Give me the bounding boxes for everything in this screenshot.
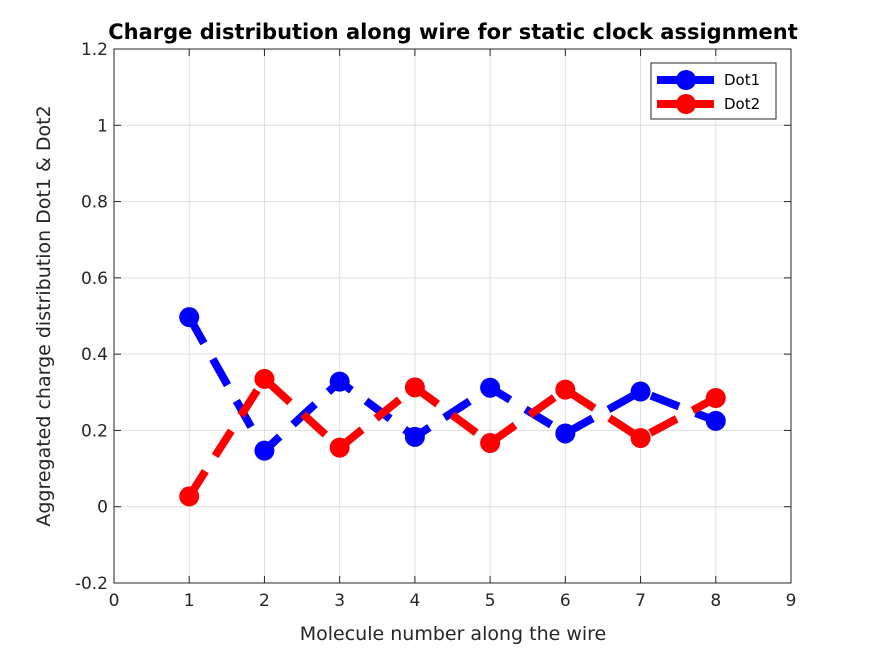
series-line-dot1 xyxy=(185,315,718,458)
legend-label-dot2: Dot2 xyxy=(724,95,760,113)
y-tick-label: 0.8 xyxy=(81,193,108,213)
legend-box xyxy=(650,62,777,120)
x-tick-label: 2 xyxy=(259,591,270,611)
data-point-dot1 xyxy=(705,410,726,431)
x-tick-label: 7 xyxy=(635,591,646,611)
series-line-dot2 xyxy=(185,372,718,499)
y-axis-label: Aggregated charge distribution Dot1 & Do… xyxy=(33,105,55,526)
ticks: 0 1 2 3 4 5 6 7 8 9-0.200.20.40.60.811.2 xyxy=(75,40,797,611)
y-tick-label: 0 xyxy=(97,498,108,518)
axes-box xyxy=(113,48,792,584)
y-tick-label: 0.4 xyxy=(81,345,108,365)
y-tick-label: 0.2 xyxy=(81,421,108,441)
x-tick-label: 6 xyxy=(560,591,571,611)
data-point-dot2 xyxy=(179,486,200,507)
x-tick-label: 0 xyxy=(109,591,120,611)
x-tick-label: 5 xyxy=(485,591,496,611)
series-layer xyxy=(179,307,726,507)
legend-label-dot1: Dot1 xyxy=(724,71,760,89)
data-point-dot1 xyxy=(179,307,200,328)
grid xyxy=(114,49,791,583)
x-tick-label: 4 xyxy=(409,591,420,611)
data-point-dot1 xyxy=(480,377,501,398)
data-point-dot1 xyxy=(404,426,425,447)
y-tick-label: 1 xyxy=(97,116,108,136)
y-tick-label: -0.2 xyxy=(75,574,108,594)
x-tick-label: 8 xyxy=(710,591,721,611)
data-point-dot1 xyxy=(555,423,576,444)
x-tick-label: 9 xyxy=(786,591,797,611)
x-tick-label: 1 xyxy=(184,591,195,611)
y-tick-label: 1.2 xyxy=(81,40,108,60)
data-point-dot1 xyxy=(329,371,350,392)
legend-marker-dot2 xyxy=(676,94,696,114)
data-point-dot2 xyxy=(254,368,275,389)
legend: Dot1 Dot2 xyxy=(650,62,777,120)
legend-marker-dot1 xyxy=(676,70,696,90)
data-point-dot2 xyxy=(404,377,425,398)
x-tick-label: 3 xyxy=(334,591,345,611)
data-point-dot1 xyxy=(254,440,275,461)
plot-area xyxy=(114,49,791,583)
x-axis-label: Molecule number along the wire xyxy=(300,623,607,645)
chart-title: Charge distribution along wire for stati… xyxy=(108,20,798,44)
data-point-dot2 xyxy=(480,433,501,454)
data-point-dot2 xyxy=(555,379,576,400)
data-point-dot2 xyxy=(630,428,651,449)
data-point-dot2 xyxy=(329,437,350,458)
data-point-dot1 xyxy=(630,381,651,402)
y-tick-label: 0.6 xyxy=(81,269,108,289)
data-point-dot2 xyxy=(705,388,726,409)
